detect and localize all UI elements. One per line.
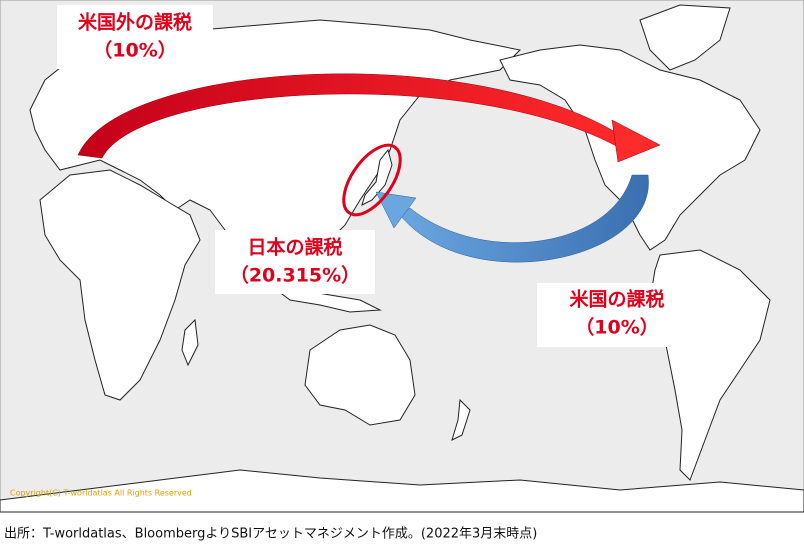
label-title: 米国外の課税 — [78, 11, 192, 34]
label-box — [57, 5, 213, 69]
antarctica — [0, 469, 804, 513]
arrow-head — [611, 119, 661, 163]
label-title: 日本の課税 — [247, 236, 342, 259]
greenland — [639, 4, 731, 71]
africa — [39, 169, 201, 401]
label-title: 米国の課税 — [569, 288, 664, 311]
japan — [361, 148, 393, 206]
label-box — [215, 230, 375, 294]
australia — [304, 324, 416, 426]
japan-highlight — [342, 143, 402, 217]
label-box — [537, 283, 697, 347]
copyright: Copyright(C) T-worldatlas All Rights Res… — [10, 489, 192, 498]
madagascar — [181, 318, 199, 367]
label-rate: （10%） — [575, 316, 658, 339]
arrow-head — [375, 191, 417, 229]
label-rate: （20.315%） — [230, 264, 360, 287]
new-zealand — [451, 398, 471, 441]
footer: 出所：T-worldatlas、BloombergよりSBIアセットマネジメント… — [4, 527, 537, 542]
label-rate: （10%） — [93, 39, 176, 62]
